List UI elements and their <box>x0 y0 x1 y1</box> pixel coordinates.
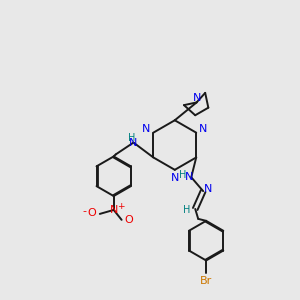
Text: N: N <box>185 172 194 182</box>
Text: N: N <box>142 124 151 134</box>
Text: O: O <box>124 215 133 225</box>
Text: N: N <box>110 205 118 215</box>
Text: +: + <box>117 202 124 211</box>
Text: H: H <box>179 170 186 180</box>
Text: Br: Br <box>200 276 212 286</box>
Text: N: N <box>204 184 212 194</box>
Text: H: H <box>183 205 190 215</box>
Text: N: N <box>194 94 202 103</box>
Text: N: N <box>129 138 138 148</box>
Text: N: N <box>199 124 207 134</box>
Text: -: - <box>82 206 86 216</box>
Text: N: N <box>171 173 179 183</box>
Text: O: O <box>88 208 96 218</box>
Text: H: H <box>128 133 135 142</box>
